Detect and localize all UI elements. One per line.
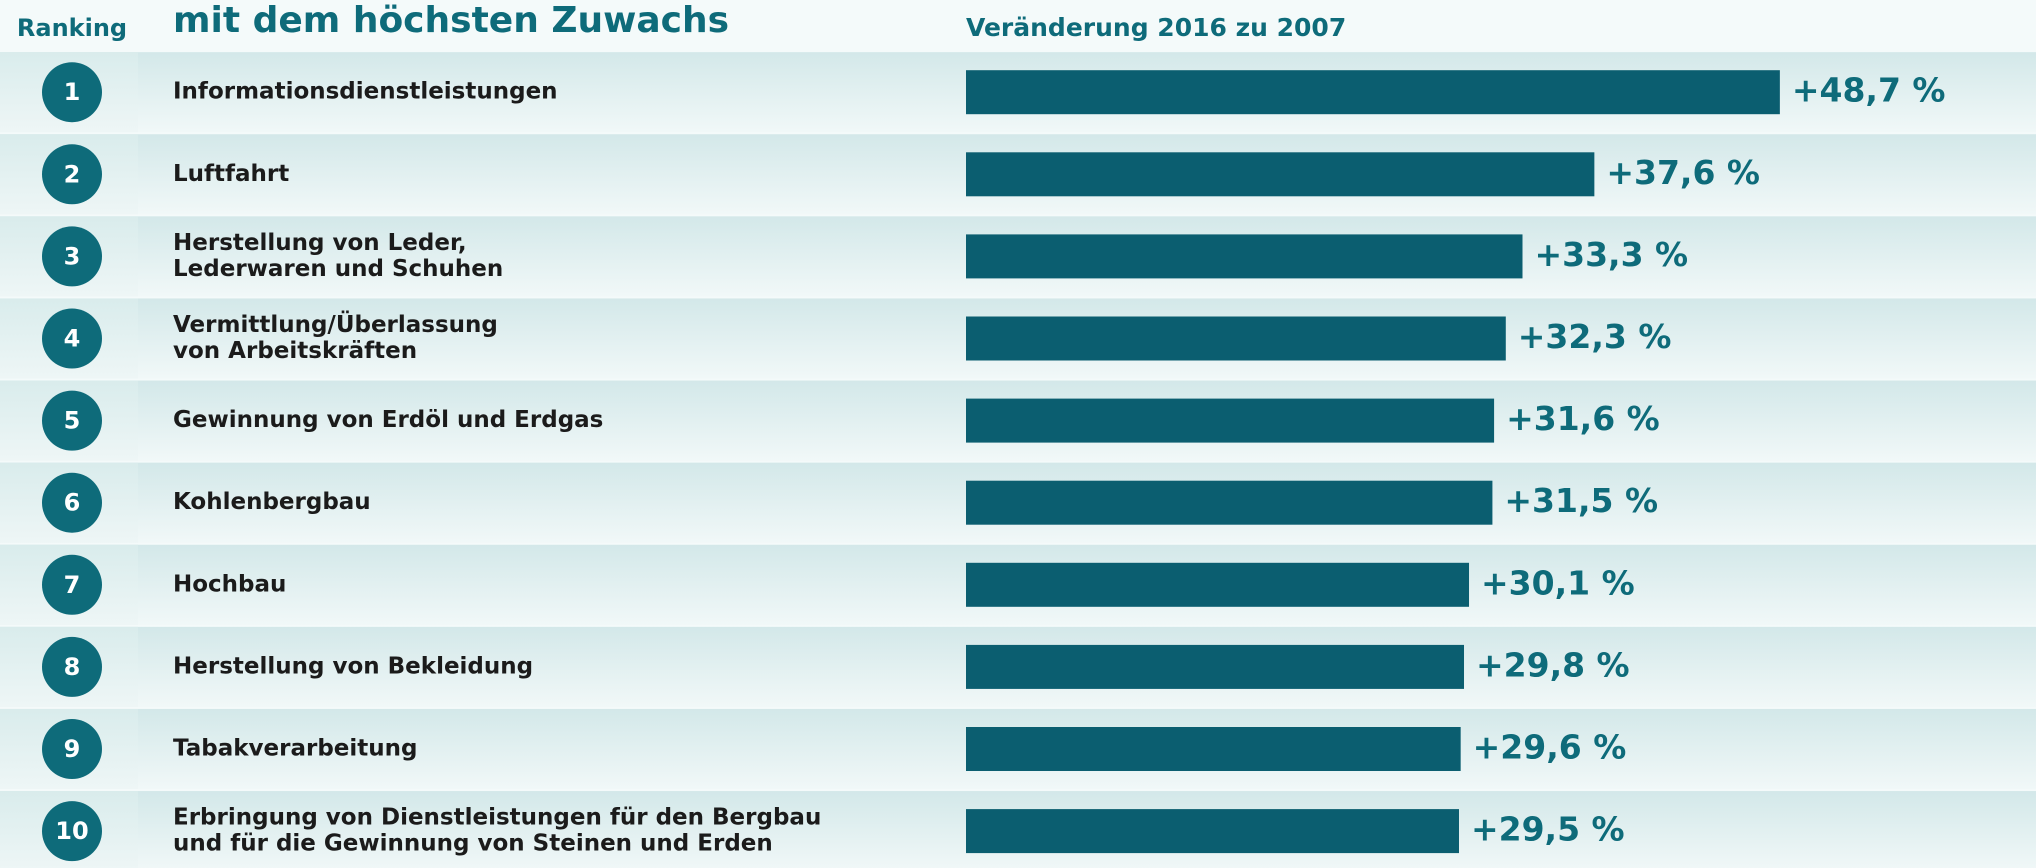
rank-badge <box>42 554 102 615</box>
rank-number: 10 <box>55 817 88 845</box>
category-label: Kohlenbergbau <box>173 489 371 515</box>
rank-number: 4 <box>64 325 81 353</box>
bar <box>966 70 1780 115</box>
rank-number: 5 <box>64 407 81 435</box>
category-label: Lederwaren und Schuhen <box>173 256 503 282</box>
rank-badge <box>42 719 102 779</box>
value-label: +29,5 % <box>1471 810 1625 849</box>
category-label: Luftfahrt <box>173 161 289 187</box>
category-label: Hochbau <box>173 571 286 597</box>
bar <box>966 398 1495 443</box>
category-label: Herstellung von Leder, <box>173 230 467 256</box>
bar <box>966 480 1493 525</box>
bar <box>966 152 1595 197</box>
rows <box>0 52 2036 868</box>
value-label: +37,6 % <box>1606 153 1760 192</box>
category-label: Vermittlung/Überlassung <box>173 310 498 338</box>
rank-badge <box>42 308 102 369</box>
rank-badge <box>42 390 102 451</box>
category-label: Herstellung von Bekleidung <box>173 653 533 679</box>
value-label: +29,8 % <box>1476 645 1630 684</box>
rank-badge <box>42 801 102 862</box>
category-label: Erbringung von Dienstleistungen für den … <box>173 805 821 831</box>
category-label: Informationsdienstleistungen <box>173 79 558 105</box>
bar <box>966 562 1470 607</box>
rank-number: 9 <box>64 735 81 763</box>
rank-header: Ranking <box>17 14 127 42</box>
category-label: Tabakverarbeitung <box>173 736 417 762</box>
value-label: +48,7 % <box>1792 71 1946 110</box>
rank-number: 2 <box>64 160 81 188</box>
rank-badge <box>42 472 102 533</box>
rank-badge <box>42 144 102 205</box>
category-label: von Arbeitskräften <box>173 338 417 364</box>
rank-number: 1 <box>64 78 81 106</box>
rank-number: 3 <box>64 242 81 270</box>
rank-badge <box>42 636 102 697</box>
rank-badge <box>42 226 102 287</box>
chart-subtitle: Veränderung 2016 zu 2007 <box>966 13 1346 42</box>
bar <box>966 316 1506 361</box>
value-label: +29,6 % <box>1473 728 1627 767</box>
category-label: und für die Gewinnung von Steinen und Er… <box>173 831 773 857</box>
bar <box>966 234 1523 279</box>
bar <box>966 644 1465 689</box>
value-label: +31,6 % <box>1506 399 1660 438</box>
value-label: +32,3 % <box>1518 317 1672 356</box>
value-label: +33,3 % <box>1534 235 1688 274</box>
rank-number: 8 <box>64 653 81 681</box>
rank-number: 7 <box>64 571 81 599</box>
rank-number: 6 <box>64 489 81 517</box>
value-label: +31,5 % <box>1504 481 1658 520</box>
chart-title: mit dem höchsten Zuwachs <box>173 0 729 41</box>
category-label: Gewinnung von Erdöl und Erdgas <box>173 407 603 433</box>
rank-badge <box>42 62 102 123</box>
value-label: +30,1 % <box>1481 563 1635 602</box>
bar <box>966 727 1461 771</box>
bar <box>966 809 1459 854</box>
